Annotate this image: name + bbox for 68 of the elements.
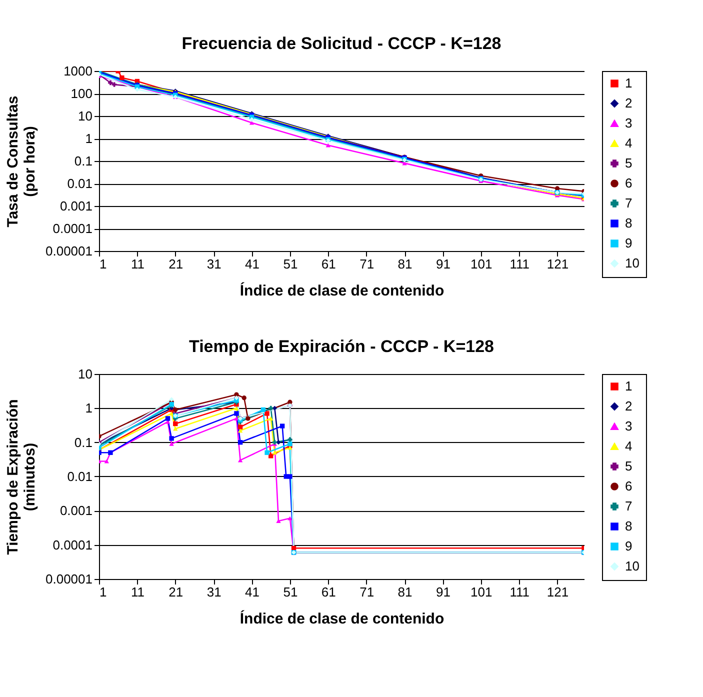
- y-tick-label: 0.01: [67, 176, 92, 191]
- legend-label: 10: [625, 558, 640, 574]
- x-tick-label: 121: [546, 584, 569, 600]
- y-tick-label: 1000: [64, 64, 92, 78]
- y-tick-label: 0.1: [74, 434, 92, 450]
- x-tick-label: 61: [321, 256, 336, 272]
- x-tick-label: 81: [398, 256, 412, 272]
- legend-label: 3: [625, 418, 632, 434]
- x-tick-label: 41: [245, 584, 260, 600]
- x-tick-label: 101: [470, 584, 492, 600]
- y-tick-label: 0.001: [60, 503, 92, 518]
- legend-label: 1: [625, 378, 632, 394]
- legend-label: 9: [625, 538, 632, 554]
- y-tick-label: 1: [85, 131, 92, 146]
- chart-title: Tiempo de Expiración - CCCP - K=128: [189, 337, 494, 356]
- x-tick-label: 81: [398, 584, 412, 600]
- x-tick-label: 21: [168, 584, 184, 600]
- legend-label: 3: [625, 116, 632, 130]
- legend-label: 2: [625, 96, 632, 110]
- y-tick-label: 100: [70, 86, 92, 101]
- y-tick-label: 0.1: [74, 154, 92, 168]
- x-tick-label: 1: [100, 256, 107, 272]
- legend-label: 10: [625, 256, 640, 270]
- x-tick-label: 11: [130, 584, 144, 600]
- y-tick-label: 10: [78, 366, 92, 382]
- legend-label: 6: [625, 176, 632, 190]
- x-tick-label: 111: [510, 584, 530, 600]
- legend-label: 4: [625, 136, 632, 150]
- x-tick-label: 121: [546, 256, 569, 272]
- y-tick-label: 0.01: [67, 469, 92, 484]
- legend-label: 8: [625, 216, 632, 230]
- x-tick-label: 71: [360, 256, 374, 272]
- x-tick-label: 91: [436, 256, 450, 272]
- x-tick-label: 51: [283, 584, 298, 600]
- x-tick-label: 31: [206, 584, 222, 600]
- x-tick-label: 41: [245, 256, 260, 272]
- y-tick-label: 0.0001: [52, 537, 92, 552]
- x-tick-label: 61: [321, 584, 336, 600]
- chart-title: Frecuencia de Solicitud - CCCP - K=128: [182, 34, 502, 53]
- x-tick-label: 11: [130, 256, 144, 272]
- x-axis-title: Índice de clase de contenido: [240, 282, 444, 300]
- y-axis-title: Tasa de Consultas (por hora): [4, 96, 39, 228]
- legend-label: 7: [625, 196, 632, 210]
- legend-label: 7: [625, 498, 632, 514]
- y-tick-label: 1: [85, 400, 92, 416]
- legend-label: 4: [625, 438, 632, 454]
- x-tick-label: 91: [436, 584, 450, 600]
- x-tick-label: 1: [100, 584, 107, 600]
- x-tick-label: 31: [206, 256, 222, 272]
- legend-label: 9: [625, 236, 632, 250]
- x-axis-title: Índice de clase de contenido: [240, 610, 444, 628]
- y-tick-label: 0.00001: [46, 572, 92, 586]
- x-tick-label: 111: [510, 256, 530, 272]
- x-tick-label: 21: [168, 256, 184, 272]
- x-tick-label: 51: [283, 256, 298, 272]
- x-tick-label: 101: [470, 256, 492, 272]
- y-axis-title: Tiempo de Expiración (minutos): [4, 399, 39, 555]
- legend-label: 5: [625, 458, 632, 474]
- legend-label: 5: [625, 156, 632, 170]
- y-tick-label: 10: [78, 108, 92, 124]
- y-tick-label: 0.0001: [52, 221, 92, 236]
- legend-label: 6: [625, 478, 632, 494]
- x-tick-label: 71: [360, 584, 374, 600]
- legend-label: 2: [625, 398, 632, 414]
- y-tick-label: 0.00001: [46, 244, 92, 258]
- y-tick-label: 0.001: [60, 198, 92, 214]
- legend-label: 1: [625, 76, 632, 90]
- legend-label: 8: [625, 518, 632, 534]
